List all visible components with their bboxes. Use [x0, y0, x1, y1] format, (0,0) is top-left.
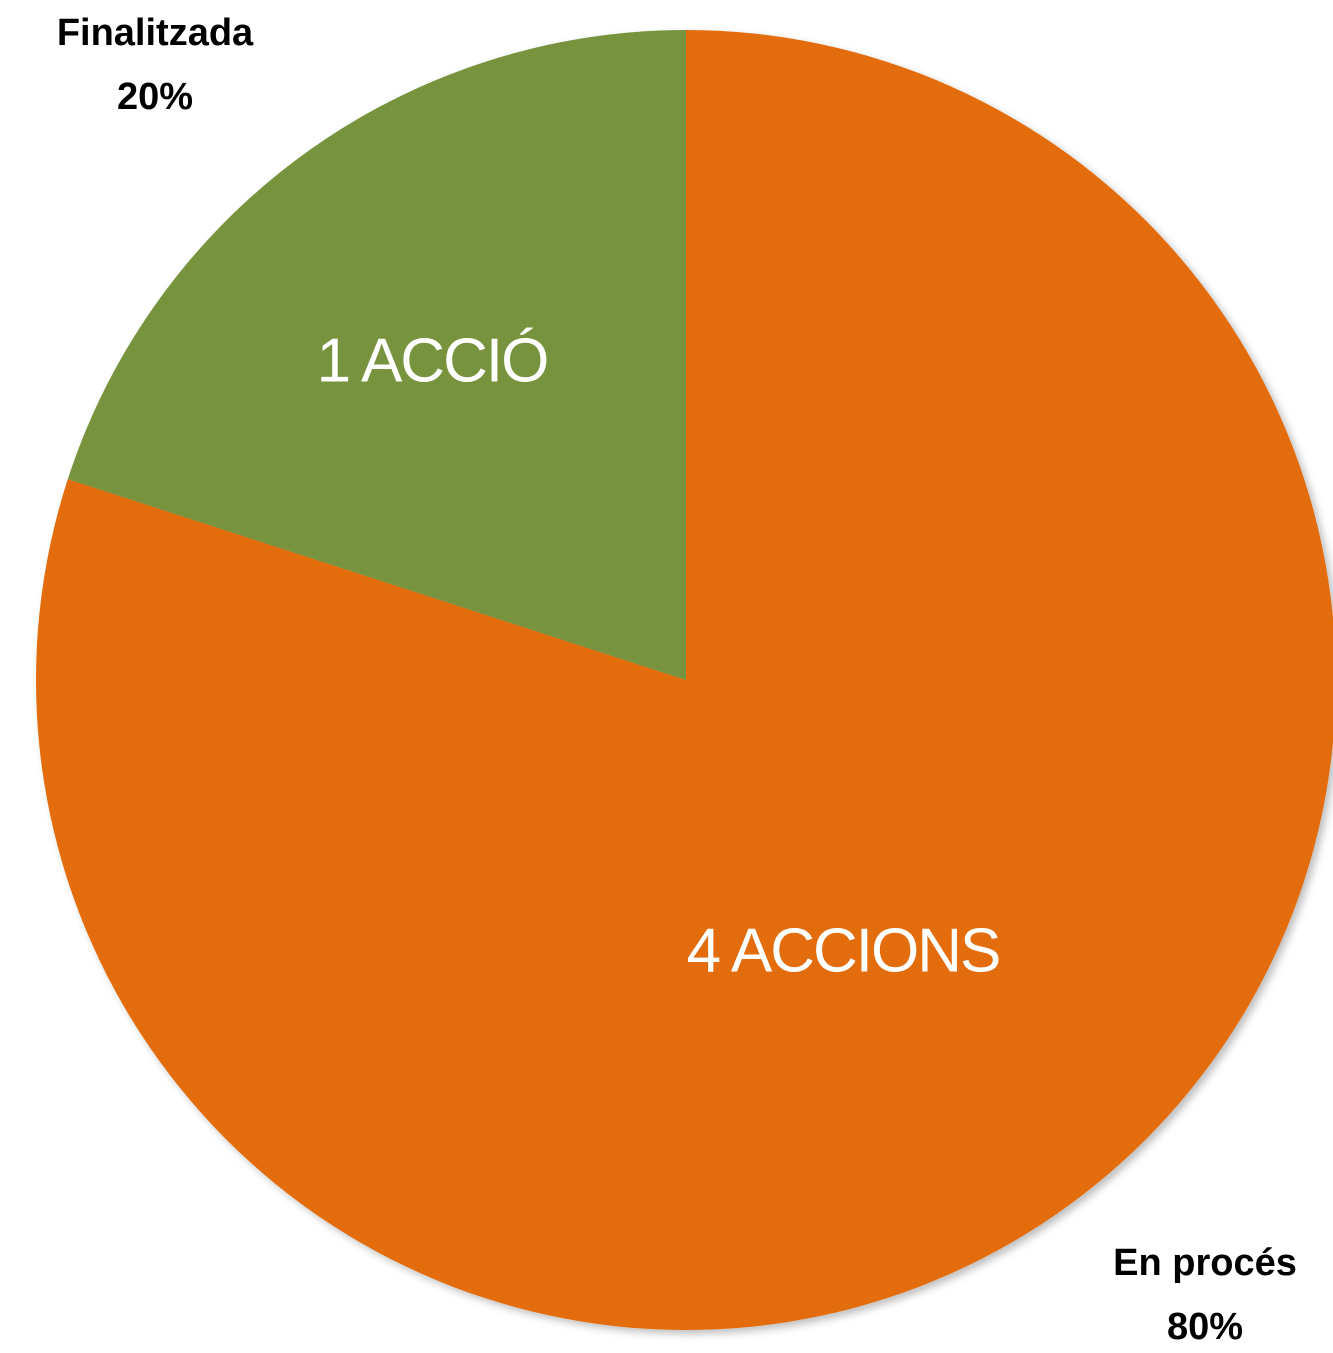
pie	[36, 30, 1333, 1330]
pie-slice	[36, 30, 1333, 1330]
slice-value-label: 80%	[1167, 1306, 1243, 1348]
slice-annotation: 1 ACCIÓ	[317, 326, 548, 395]
slice-value-label: 20%	[117, 76, 193, 118]
slice-category-label: En procés	[1113, 1242, 1297, 1284]
pie-slice	[67, 30, 687, 680]
slice-annotation: 4 ACCIONS	[687, 916, 1000, 985]
slice-category-label: Finalitzada	[57, 12, 254, 54]
